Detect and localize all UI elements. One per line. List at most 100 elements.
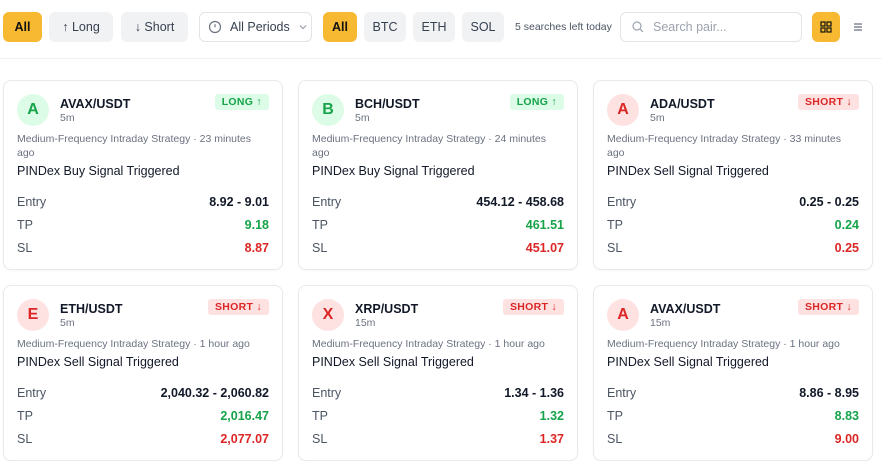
list-view[interactable] xyxy=(846,12,870,42)
filter-all[interactable]: All xyxy=(3,12,42,42)
timeframe: 5m xyxy=(60,111,75,124)
filter-long[interactable]: ↑ Long xyxy=(49,12,113,42)
levels: Entry 0.25 - 0.25 TP 0.24 SL 0.25 xyxy=(607,190,859,259)
level-value: 1.32 xyxy=(539,408,564,423)
level-label: Entry xyxy=(312,385,342,400)
level-row: SL 451.07 xyxy=(312,236,564,259)
signal-card[interactable]: A AVAX/USDT 5m LONG ↑ Medium-Frequency Intra… xyxy=(3,80,283,270)
direction-badge: SHORT ↓ xyxy=(797,299,859,315)
level-label: TP xyxy=(607,217,623,232)
filter-short[interactable]: ↓ Short xyxy=(121,12,188,42)
levels: Entry 8.86 - 8.95 TP 8.83 SL 9.00 xyxy=(607,381,859,450)
card-header: B BCH/USDT 5m xyxy=(312,94,564,126)
signal-title: PINDex Sell Signal Triggered xyxy=(312,355,474,369)
levels: Entry 1.34 - 1.36 TP 1.32 SL 1.37 xyxy=(312,381,564,450)
pair: XRP/USDT xyxy=(355,301,419,316)
level-row: TP 0.24 xyxy=(607,213,859,236)
level-row: SL 1.37 xyxy=(312,427,564,450)
pair-block: AVAX/USDT 15m xyxy=(650,302,720,329)
level-label: Entry xyxy=(312,194,342,209)
level-row: TP 8.83 xyxy=(607,404,859,427)
signal-title: PINDex Sell Signal Triggered xyxy=(17,355,179,369)
pair: BCH/USDT xyxy=(355,96,420,111)
level-value: 2,077.07 xyxy=(220,431,269,446)
signal-card[interactable]: A ADA/USDT 5m SHORT ↓ Medium-Frequency Intra… xyxy=(593,80,873,270)
avatar: B xyxy=(312,94,344,126)
divider xyxy=(0,58,882,59)
level-label: Entry xyxy=(17,194,47,209)
strategy-meta: Medium-Frequency Intraday Strategy · 1 h… xyxy=(607,338,840,350)
level-value: 8.83 xyxy=(834,408,859,423)
level-label: TP xyxy=(312,408,328,423)
grid-view[interactable] xyxy=(812,12,840,42)
timeframe: 15m xyxy=(355,316,376,329)
signal-grid: A AVAX/USDT 5m LONG ↑ Medium-Frequency Intra… xyxy=(3,80,873,461)
asset-all[interactable]: All xyxy=(323,12,357,42)
signal-card[interactable]: X XRP/USDT 15m SHORT ↓ Medium-Frequency Intr… xyxy=(298,285,578,461)
level-label: SL xyxy=(312,240,328,255)
pair-block: BCH/USDT 5m xyxy=(355,97,420,124)
level-row: Entry 8.92 - 9.01 xyxy=(17,190,269,213)
clock-icon xyxy=(208,20,222,34)
level-value: 454.12 - 458.68 xyxy=(476,194,564,209)
level-value: 9.18 xyxy=(244,217,269,232)
direction-badge: SHORT ↓ xyxy=(797,94,859,110)
pair: ETH/USDT xyxy=(60,301,123,316)
period-select[interactable]: All Periods xyxy=(199,12,312,42)
asset-sol[interactable]: SOL xyxy=(462,12,504,42)
level-label: TP xyxy=(312,217,328,232)
level-row: Entry 8.86 - 8.95 xyxy=(607,381,859,404)
level-label: TP xyxy=(607,408,623,423)
timeframe: 5m xyxy=(60,316,75,329)
level-value: 2,016.47 xyxy=(220,408,269,423)
avatar: A xyxy=(607,94,639,126)
level-value: 8.86 - 8.95 xyxy=(799,385,859,400)
avatar: A xyxy=(607,299,639,331)
avatar: X xyxy=(312,299,344,331)
level-value: 2,040.32 - 2,060.82 xyxy=(160,385,269,400)
signal-title: PINDex Buy Signal Triggered xyxy=(312,164,475,178)
pair-block: ETH/USDT 5m xyxy=(60,302,123,329)
signal-title: PINDex Sell Signal Triggered xyxy=(607,355,769,369)
search-icon xyxy=(632,21,644,33)
card-header: A AVAX/USDT 5m xyxy=(17,94,269,126)
card-header: A AVAX/USDT 15m xyxy=(607,299,859,331)
signal-title: PINDex Buy Signal Triggered xyxy=(17,164,180,178)
level-label: TP xyxy=(17,408,33,423)
avatar: A xyxy=(17,94,49,126)
timeframe: 5m xyxy=(355,111,370,124)
asset-btc[interactable]: BTC xyxy=(364,12,406,42)
card-header: E ETH/USDT 5m xyxy=(17,299,269,331)
levels: Entry 2,040.32 - 2,060.82 TP 2,016.47 SL 2,07… xyxy=(17,381,269,450)
pair-block: XRP/USDT 15m xyxy=(355,302,418,329)
level-value: 461.51 xyxy=(525,217,564,232)
search-box[interactable]: Search pair... xyxy=(620,12,802,42)
signal-card[interactable]: A AVAX/USDT 15m SHORT ↓ Medium-Frequency Int… xyxy=(593,285,873,461)
level-label: Entry xyxy=(607,385,637,400)
level-value: 0.25 xyxy=(834,240,859,255)
grid-icon xyxy=(820,21,832,33)
strategy-meta: Medium-Frequency Intraday Strategy · 1 h… xyxy=(312,338,545,350)
level-value: 1.34 - 1.36 xyxy=(504,385,564,400)
signal-card[interactable]: E ETH/USDT 5m SHORT ↓ Medium-Frequency Intra… xyxy=(3,285,283,461)
strategy-meta: Medium-Frequency Intraday Strategy · 23 … xyxy=(17,133,252,159)
level-row: Entry 2,040.32 - 2,060.82 xyxy=(17,381,269,404)
level-row: TP 1.32 xyxy=(312,404,564,427)
searches-left: 5 searches left today xyxy=(515,21,612,33)
timeframe: 15m xyxy=(650,316,671,329)
list-icon xyxy=(854,23,862,31)
direction-badge: LONG ↑ xyxy=(509,94,564,110)
level-row: SL 0.25 xyxy=(607,236,859,259)
level-label: SL xyxy=(607,240,623,255)
asset-eth[interactable]: ETH xyxy=(413,12,455,42)
level-value: 9.00 xyxy=(834,431,859,446)
level-label: SL xyxy=(312,431,328,446)
signal-card[interactable]: B BCH/USDT 5m LONG ↑ Medium-Frequency Intrad… xyxy=(298,80,578,270)
level-value: 8.87 xyxy=(244,240,269,255)
level-label: Entry xyxy=(17,385,47,400)
direction-badge: SHORT ↓ xyxy=(502,299,564,315)
period-label: All Periods xyxy=(230,20,290,34)
level-row: SL 9.00 xyxy=(607,427,859,450)
level-row: TP 9.18 xyxy=(17,213,269,236)
